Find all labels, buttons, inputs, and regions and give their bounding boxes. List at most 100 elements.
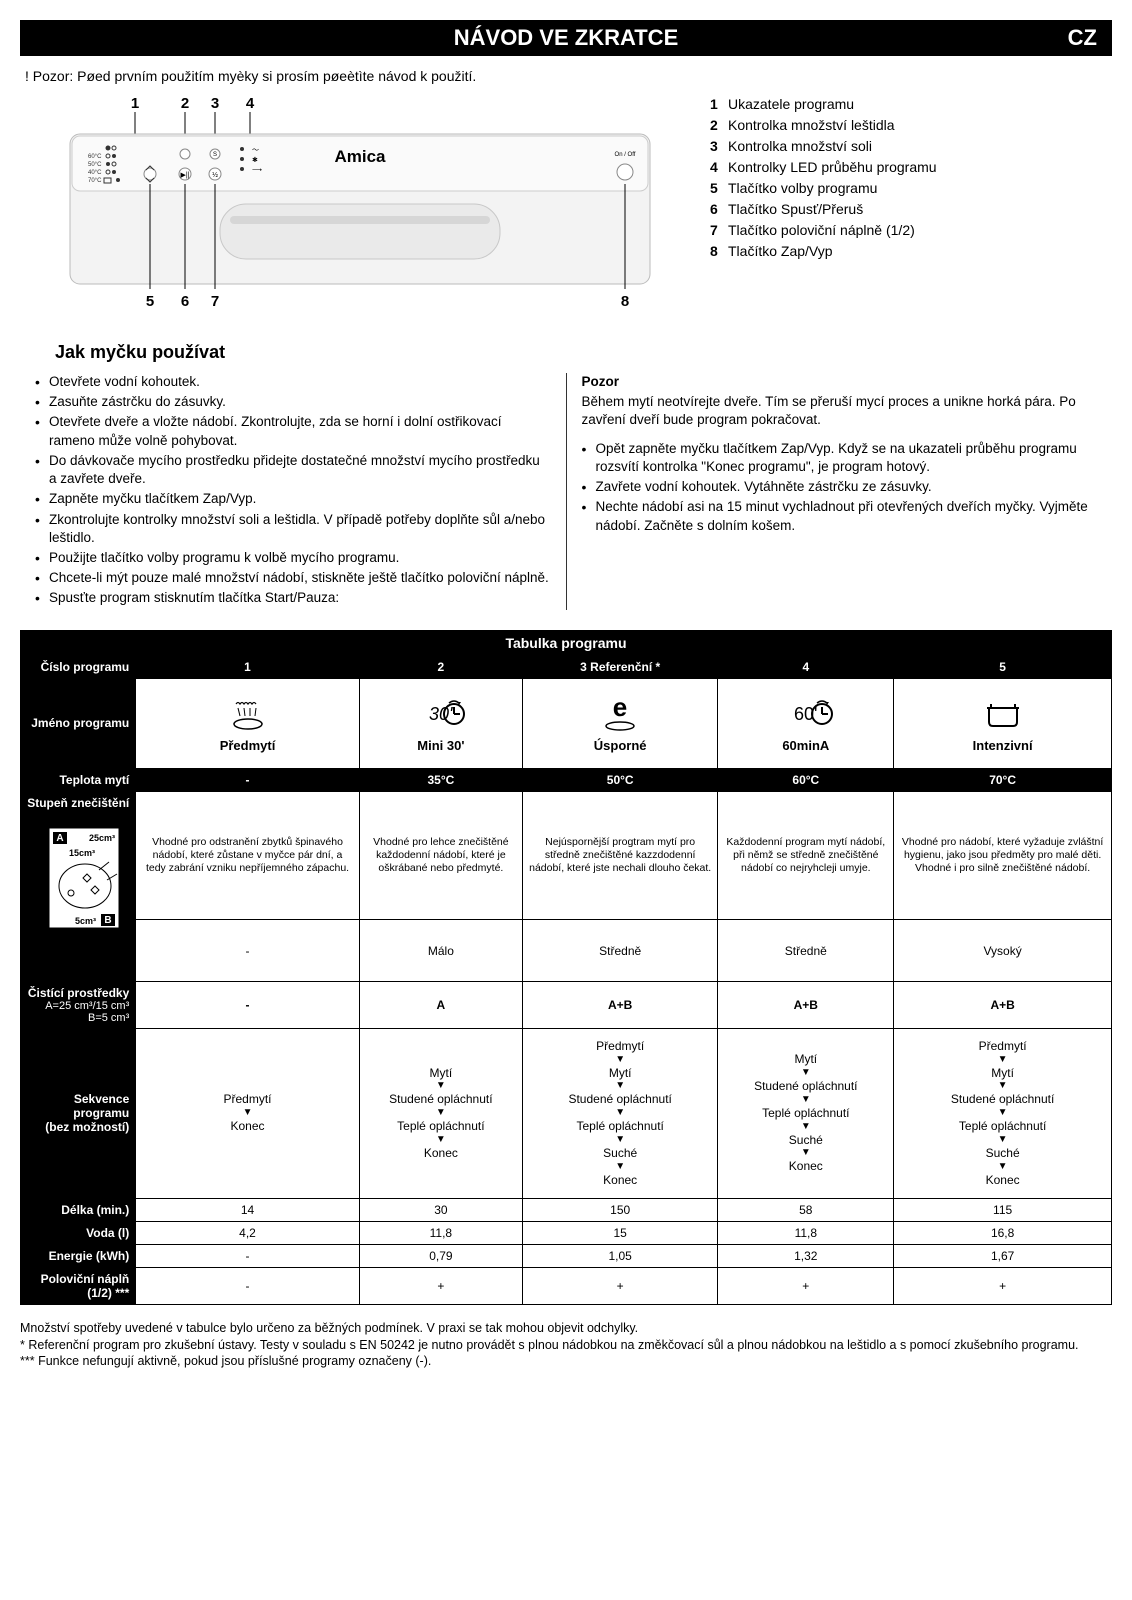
row-head-soil: Stupeň znečištění A 25cm³ 15cm³ 5cm³ B (21, 791, 136, 981)
svg-text:e: e (613, 696, 627, 722)
pozor-text: Během mytí neotvírejte dveře. Tím se pře… (582, 393, 1098, 429)
label-1: 1 (131, 95, 139, 112)
svg-text:50°C: 50°C (88, 162, 102, 168)
detergent-cell: A+B (522, 981, 717, 1028)
svg-text:25cm³: 25cm³ (89, 833, 115, 843)
detergent-cell: A (359, 981, 522, 1028)
legend-item: 3Kontrolka množství soli (710, 136, 937, 157)
duration-cell: 14 (136, 1198, 360, 1221)
energy-cell: - (136, 1244, 360, 1267)
temp-cell: - (136, 768, 360, 791)
section-title: Jak myčku používat (55, 342, 1112, 363)
detergent-cell: A+B (894, 981, 1112, 1028)
legend-item: 7Tlačítko poloviční náplně (1/2) (710, 220, 937, 241)
row-head-energy: Energie (kWh) (21, 1244, 136, 1267)
prog-name-cell: Intenzivní (894, 678, 1112, 768)
legend: 1Ukazatele programu2Kontrolka množství l… (710, 94, 937, 262)
prog-name-cell: 30' Mini 30' (359, 678, 522, 768)
instruction-item: Spusťte program stisknutím tlačítka Star… (49, 589, 551, 607)
water-cell: 4,2 (136, 1221, 360, 1244)
footnote: * Referenční program pro zkušební ústavy… (20, 1337, 1112, 1354)
label-6: 6 (181, 293, 189, 310)
row-head-duration: Délka (min.) (21, 1198, 136, 1221)
temp-cell: 60°C (718, 768, 894, 791)
duration-cell: 58 (718, 1198, 894, 1221)
desc-cell: Nejúspornější progtram mytí pro středně … (522, 791, 717, 920)
legend-item: 8Tlačítko Zap/Vyp (710, 241, 937, 262)
svg-text:40°C: 40°C (88, 170, 102, 176)
row-head-half: Poloviční náplň (1/2) *** (21, 1267, 136, 1304)
row-head-detergent: Čistící prostředky A=25 cm³/15 cm³ B=5 c… (21, 981, 136, 1028)
row-head-num: Číslo programu (21, 655, 136, 678)
sequence-cell: Mytí▼Studené opláchnutí▼Teplé opláchnutí… (718, 1028, 894, 1198)
instruction-item: Zavřete vodní kohoutek. Vytáhněte zástrč… (596, 478, 1098, 496)
instruction-item: Zapněte myčku tlačítkem Zap/Vyp. (49, 490, 551, 508)
svg-text:✱: ✱ (252, 156, 258, 164)
desc-cell: Vhodné pro nádobí, které vyžaduje zvlášt… (894, 791, 1112, 920)
row-head-sequence: Sekvence programu (bez možností) (21, 1028, 136, 1198)
prog-icon: 60' (724, 694, 887, 734)
temp-cell: 50°C (522, 768, 717, 791)
instruction-item: Do dávkovače mycího prostředku přidejte … (49, 452, 551, 488)
desc-cell: Vhodné pro odstranění zbytků špinavého n… (136, 791, 360, 920)
water-cell: 11,8 (718, 1221, 894, 1244)
instruction-item: Opět zapněte myčku tlačítkem Zap/Vyp. Kd… (596, 440, 1098, 476)
instruction-item: Zasuňte zástrčku do zásuvky. (49, 393, 551, 411)
svg-text:½: ½ (212, 171, 218, 179)
instruction-item: Nechte nádobí asi na 15 minut vychladnou… (596, 498, 1098, 534)
prog-icon: e (529, 694, 711, 734)
onoff-label: On / Off (615, 152, 636, 158)
label-4: 4 (246, 95, 255, 112)
language-code: CZ (1068, 25, 1097, 51)
detergent-cell: - (136, 981, 360, 1028)
header-bar: NÁVOD VE ZKRATCE CZ (20, 20, 1112, 56)
brand-label: Amica (334, 147, 386, 166)
prog-label: Intenzivní (900, 738, 1105, 753)
half-cell: + (359, 1267, 522, 1304)
prog-label: Mini 30' (366, 738, 516, 753)
half-cell: + (718, 1267, 894, 1304)
label-3: 3 (211, 95, 219, 112)
row-head-temp: Teplota mytí (21, 768, 136, 791)
prog-icon: 30' (366, 694, 516, 734)
footnote: Množství spotřeby uvedené v tabulce bylo… (20, 1320, 1112, 1337)
col-num: 5 (894, 655, 1112, 678)
svg-text:30': 30' (429, 704, 453, 724)
prog-label: 60minA (724, 738, 887, 753)
instruction-item: Chcete-li mýt pouze malé množství nádobí… (49, 569, 551, 587)
soil-level: Středně (718, 920, 894, 981)
soil-level: Vysoký (894, 920, 1112, 981)
energy-cell: 1,67 (894, 1244, 1112, 1267)
sequence-cell: Předmytí▼Mytí▼Studené opláchnutí▼Teplé o… (894, 1028, 1112, 1198)
water-cell: 11,8 (359, 1221, 522, 1244)
svg-text:70°C: 70°C (88, 178, 102, 184)
legend-item: 1Ukazatele programu (710, 94, 937, 115)
energy-cell: 0,79 (359, 1244, 522, 1267)
program-table: Tabulka programu Číslo programu123 Refer… (20, 630, 1112, 1305)
svg-text:15cm³: 15cm³ (69, 848, 95, 858)
prog-label: Předmytí (142, 738, 353, 753)
sequence-cell: Předmytí▼Konec (136, 1028, 360, 1198)
column-divider (566, 373, 567, 610)
sequence-cell: Mytí▼Studené opláchnutí▼Teplé opláchnutí… (359, 1028, 522, 1198)
soil-label: Stupeň znečištění (27, 796, 129, 810)
temp-cell: 70°C (894, 768, 1112, 791)
duration-cell: 115 (894, 1198, 1112, 1221)
label-2: 2 (181, 95, 189, 112)
warning-text: ! Pozor: Pøed prvním použitím myèky si p… (25, 68, 1107, 84)
prog-label: Úsporné (529, 738, 711, 753)
instruction-item: Použijte tlačítko volby programu k volbě… (49, 549, 551, 567)
instructions-left: Otevřete vodní kohoutek.Zasuňte zástrčku… (25, 373, 561, 610)
col-num: 4 (718, 655, 894, 678)
pozor-heading: Pozor (582, 373, 1098, 391)
detergent-icon: A 25cm³ 15cm³ 5cm³ B (39, 818, 129, 938)
sequence-cell: Předmytí▼Mytí▼Studené opláchnutí▼Teplé o… (522, 1028, 717, 1198)
legend-item: 4Kontrolky LED průběhu programu (710, 157, 937, 178)
soil-level: - (136, 920, 360, 981)
appliance-diagram: 1 2 3 4 Amica 60°C 50°C 40°C 70°C (40, 94, 680, 327)
soil-level: Málo (359, 920, 522, 981)
duration-cell: 30 (359, 1198, 522, 1221)
table-title: Tabulka programu (21, 630, 1112, 655)
svg-text:～: ～ (252, 147, 259, 154)
instruction-item: Zkontrolujte kontrolky množství soli a l… (49, 511, 551, 547)
